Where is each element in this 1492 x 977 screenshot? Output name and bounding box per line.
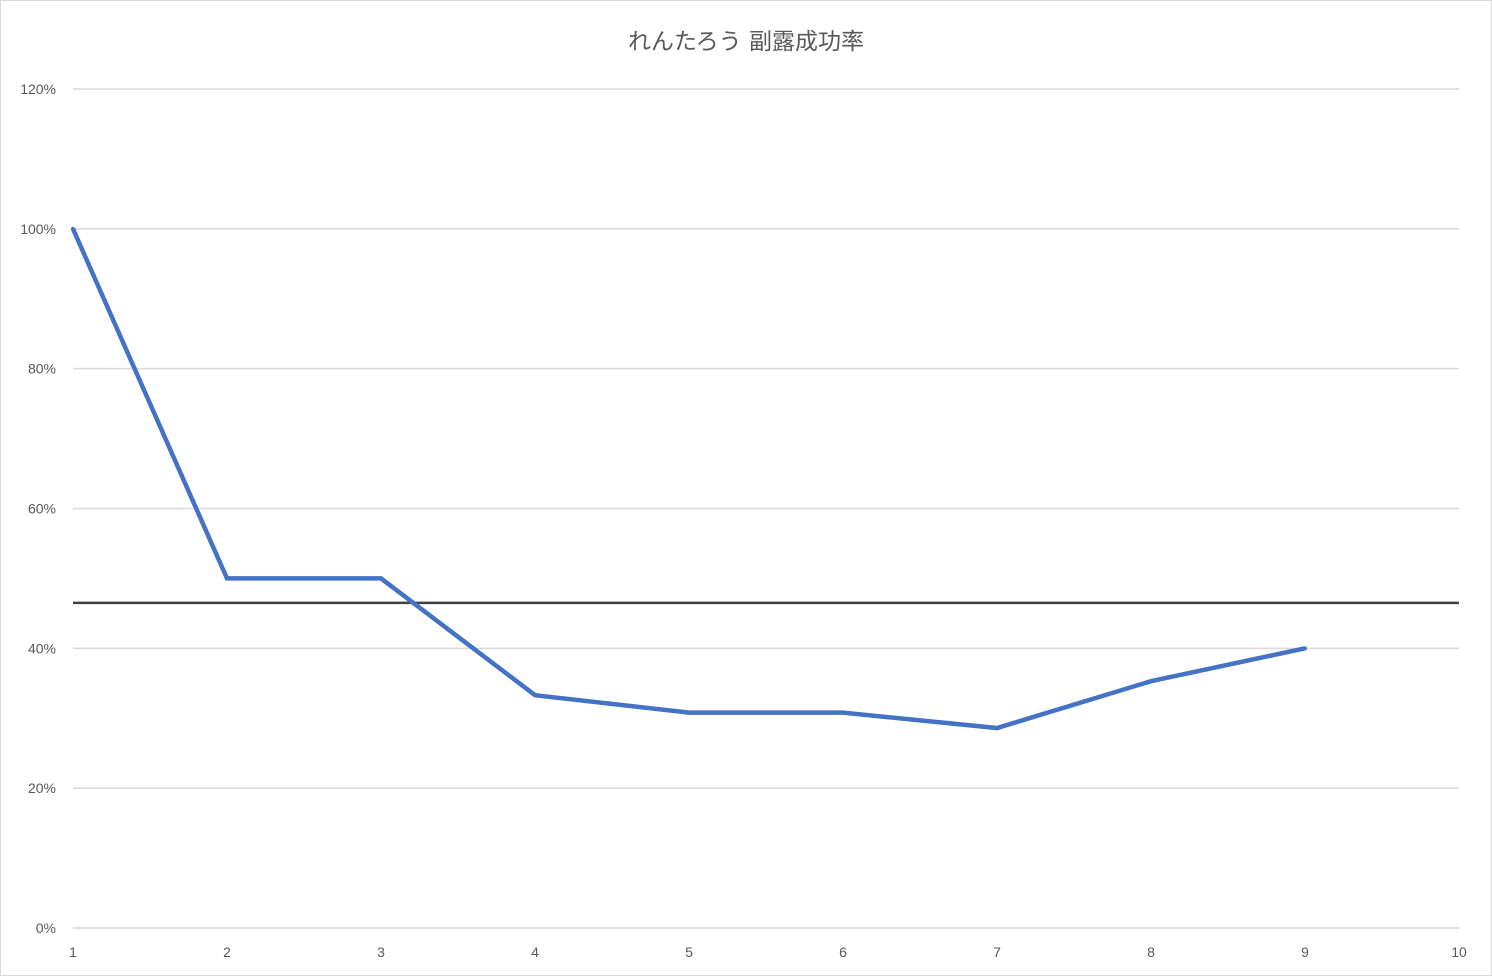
y-tick-label: 40%	[28, 640, 56, 656]
series-line	[70, 227, 1306, 731]
y-tick-label: 120%	[20, 81, 56, 97]
y-tick-label: 0%	[36, 920, 56, 936]
y-axis-ticks: 0% 20% 40% 60% 80% 100% 120%	[20, 81, 56, 936]
x-axis-ticks: 1 2 3 4 5 6 7 8 9 10	[69, 944, 1467, 960]
gridlines	[73, 88, 1459, 929]
x-tick-label: 3	[377, 944, 385, 960]
data-point	[379, 576, 383, 581]
plot-marks	[70, 226, 1459, 731]
x-tick-label: 8	[1147, 944, 1155, 960]
y-tick-label: 60%	[28, 501, 56, 517]
x-tick-label: 5	[685, 944, 693, 960]
data-point	[71, 226, 75, 231]
x-tick-label: 10	[1451, 944, 1467, 960]
x-tick-label: 6	[839, 944, 847, 960]
y-tick-label: 100%	[20, 221, 56, 237]
data-point	[1149, 679, 1153, 684]
x-tick-label: 1	[69, 944, 77, 960]
x-tick-label: 9	[1301, 944, 1309, 960]
y-tick-label: 20%	[28, 780, 56, 796]
chart-title: れんたろう 副露成功率	[628, 29, 864, 55]
data-point	[841, 710, 845, 715]
y-tick-label: 80%	[28, 361, 56, 377]
x-tick-label: 2	[223, 944, 231, 960]
x-tick-label: 4	[531, 944, 539, 960]
data-point	[995, 726, 999, 731]
data-point	[225, 576, 229, 581]
data-point	[533, 693, 537, 698]
x-tick-label: 7	[993, 944, 1001, 960]
data-point	[687, 710, 691, 715]
data-point	[1303, 646, 1307, 651]
